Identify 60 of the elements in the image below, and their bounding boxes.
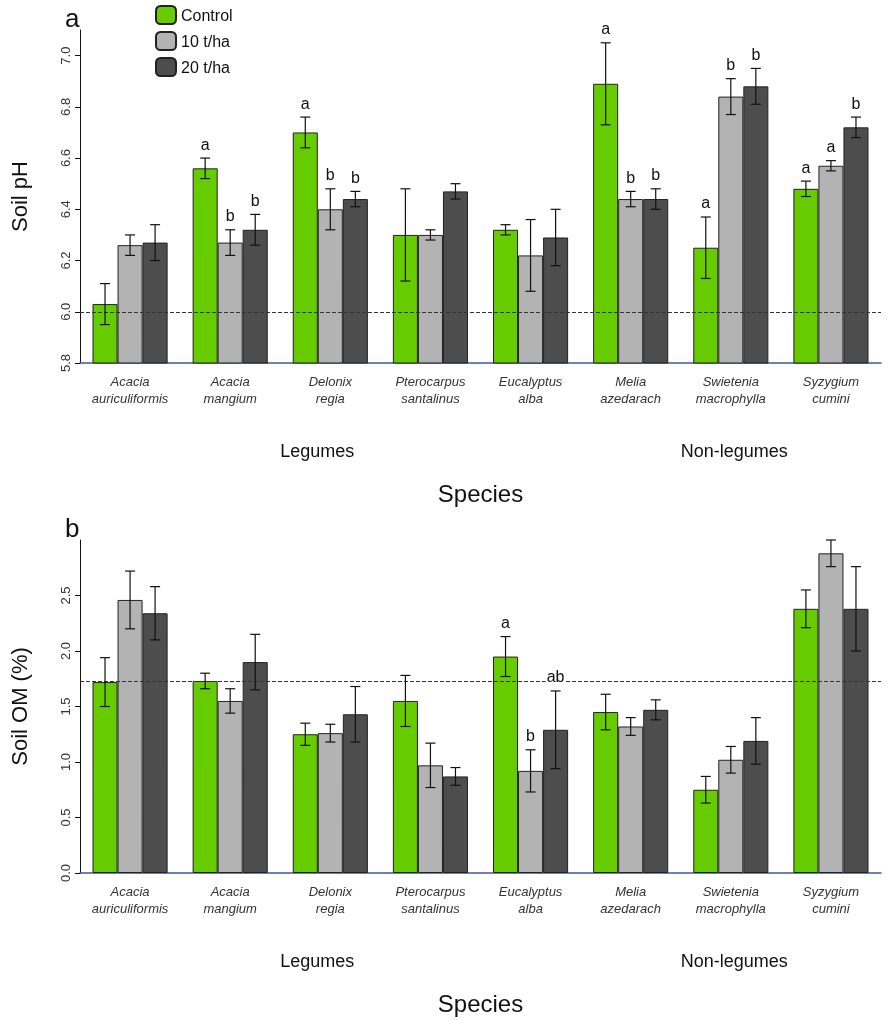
x-axis-title: Species xyxy=(437,989,524,1017)
y-tick-label: 1.5 xyxy=(58,697,73,716)
data-label: b xyxy=(626,168,636,186)
x-tick-label: Delonix regia xyxy=(308,374,353,406)
x-tick-label: Acacia auriculiformis xyxy=(91,374,169,406)
data-label: b xyxy=(225,207,235,225)
y-tick-label: 6.4 xyxy=(58,200,73,219)
text: Non-legumes xyxy=(680,441,788,461)
legend-label: Control xyxy=(181,6,233,24)
x-tick-label: Swietenia macrophylla xyxy=(695,884,766,916)
data-label: a xyxy=(826,138,836,156)
y-tick-label: 2.0 xyxy=(58,641,73,661)
x-tick-label: Melia azedarach xyxy=(600,884,662,916)
x-tick-label: Eucalyptus alba xyxy=(498,374,563,406)
y-tick-label: 6.2 xyxy=(58,251,73,270)
x-tick-label: Acacia mangium xyxy=(203,374,258,406)
data-label: a xyxy=(200,135,210,153)
x-tick-label: Eucalyptus alba xyxy=(498,884,563,916)
text: Non-legumes xyxy=(680,951,788,971)
text: Legumes xyxy=(280,951,355,971)
y-tick-label: 7.0 xyxy=(58,46,73,65)
text: Legumes xyxy=(280,441,355,461)
data-label: a xyxy=(601,20,611,38)
x-tick-label: Delonix regia xyxy=(308,884,353,916)
x-tick-label: Syzygium cumini xyxy=(802,374,860,406)
y-tick-label: 1.0 xyxy=(58,752,73,772)
data-label: a xyxy=(501,614,511,632)
y-tick-label: 2.5 xyxy=(58,586,73,605)
y-tick-label: 6.8 xyxy=(58,97,73,116)
data-label: b xyxy=(250,191,260,209)
y-tick-label: 5.8 xyxy=(58,353,73,373)
data-label: b xyxy=(751,45,761,63)
y-tick-label: 0.5 xyxy=(58,808,73,827)
chart-title: a xyxy=(65,3,80,33)
data-label: b xyxy=(325,166,335,184)
data-label: b xyxy=(851,94,861,112)
data-label: b xyxy=(651,166,661,184)
chart-title: b xyxy=(65,513,80,543)
data-label: b xyxy=(350,168,360,186)
legend-label: 10 t/ha xyxy=(181,32,231,50)
data-label: b xyxy=(726,56,736,74)
x-tick-label: Pterocarpus santalinus xyxy=(395,884,466,916)
x-tick-label: Acacia auriculiformis xyxy=(91,884,169,916)
y-tick-label: 0.0 xyxy=(58,863,73,883)
data-label: a xyxy=(801,158,811,176)
x-tick-label: Syzygium cumini xyxy=(802,884,860,916)
y-axis-title: Soil pH xyxy=(6,161,32,232)
x-tick-label: Acacia mangium xyxy=(203,884,258,916)
data-label: a xyxy=(701,194,711,212)
x-tick-label: Pterocarpus santalinus xyxy=(395,374,466,406)
data-label: ab xyxy=(546,668,565,686)
data-label: a xyxy=(300,94,310,112)
x-axis-title: Species xyxy=(437,479,524,507)
data-label: b xyxy=(526,727,536,745)
y-tick-label: 6.6 xyxy=(58,149,73,168)
x-tick-label: Swietenia macrophylla xyxy=(695,374,766,406)
y-tick-label: 6.0 xyxy=(58,302,73,321)
legend-label: 20 t/ha xyxy=(181,58,231,76)
x-tick-label: Melia azedarach xyxy=(600,374,662,406)
y-axis-title: Soil OM (%) xyxy=(6,647,32,766)
